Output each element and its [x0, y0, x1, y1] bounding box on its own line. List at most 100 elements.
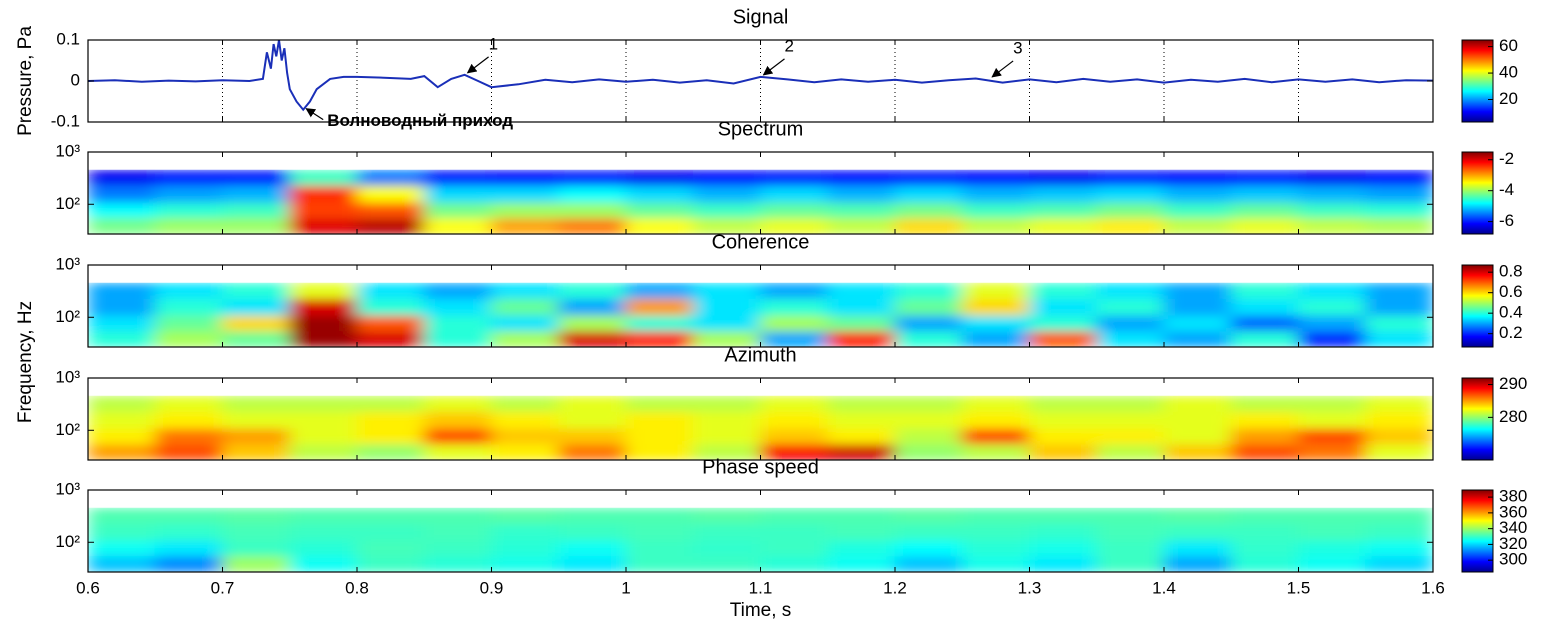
colorbar	[1461, 151, 1494, 235]
heatmap-cell	[491, 330, 560, 347]
heatmap-cell	[827, 555, 896, 572]
heatmap	[88, 282, 1433, 347]
heatmap-cell	[356, 395, 425, 412]
heatmap-cell	[1365, 523, 1433, 541]
heatmap-cell	[558, 282, 627, 299]
heatmap-cell	[1096, 282, 1165, 299]
heatmap-cell	[88, 507, 156, 524]
heatmap-cell	[1096, 428, 1165, 445]
colorbar-tick-label: 60	[1499, 36, 1518, 55]
heatmap-cell	[88, 217, 156, 235]
heatmap-cell	[1365, 217, 1433, 235]
heatmap-cell	[1029, 428, 1098, 445]
heatmap-cell	[1298, 555, 1367, 572]
heatmap-cell	[491, 169, 560, 186]
colorbar-tick-label: 280	[1499, 407, 1527, 426]
colorbar-tick-label: 290	[1499, 374, 1527, 393]
heatmap-cell	[154, 202, 223, 219]
heatmap-cell	[88, 315, 156, 332]
heatmap-cell	[625, 217, 694, 235]
heatmap-cell	[1230, 540, 1299, 557]
heatmap-cell	[356, 411, 425, 429]
colorbar-tick-label: 20	[1499, 89, 1518, 108]
heatmap-cell	[760, 523, 829, 541]
heatmap-cell	[356, 507, 425, 524]
heatmap-cell	[222, 330, 291, 347]
heatmap-cell	[692, 282, 761, 299]
heatmap-cell	[88, 523, 156, 541]
heatmap-cell	[356, 428, 425, 445]
heatmap-cell	[827, 202, 896, 219]
heatmap-cell	[491, 202, 560, 219]
heatmap-cell	[1096, 185, 1165, 203]
heatmap	[88, 507, 1433, 572]
heatmap-cell	[625, 298, 694, 316]
heatmap-cell	[423, 330, 492, 347]
heatmap-cell	[558, 523, 627, 541]
colorbar	[1461, 39, 1494, 123]
heatmap-cell	[491, 523, 560, 541]
heatmap-cell	[1163, 202, 1232, 219]
x-tick-label: 1	[621, 578, 630, 597]
y-tick-label: -0.1	[51, 111, 80, 130]
heatmap-cell	[88, 169, 156, 186]
heatmap-cell	[760, 411, 829, 429]
heatmap-cell	[625, 411, 694, 429]
heatmap-cell	[894, 315, 963, 332]
heatmap-cell	[1365, 202, 1433, 219]
heatmap-cell	[1298, 523, 1367, 541]
heatmap-cell	[88, 202, 156, 219]
heatmap-cell	[625, 315, 694, 332]
heatmap-cell	[423, 523, 492, 541]
heatmap-cell	[356, 185, 425, 203]
plot-frame	[87, 377, 1434, 461]
annotation: 1	[489, 34, 498, 53]
heatmap-cell	[827, 428, 896, 445]
plot-frame	[87, 151, 1434, 235]
annotation: 3	[1013, 38, 1022, 57]
heatmap-cell	[961, 507, 1030, 524]
heatmap-cell	[827, 169, 896, 186]
heatmap-cell	[222, 298, 291, 316]
heatmap-cell	[154, 523, 223, 541]
heatmap-cell	[1029, 395, 1098, 412]
heatmap-cell	[894, 411, 963, 429]
colorbar-tick-label: 0.8	[1499, 262, 1523, 281]
heatmap-cell	[1230, 395, 1299, 412]
heatmap-cell	[827, 523, 896, 541]
x-tick-label: 1.5	[1287, 578, 1311, 597]
heatmap-cell	[1230, 169, 1299, 186]
colorbar	[1461, 264, 1494, 348]
y-tick-label: 10²	[55, 307, 80, 326]
heatmap-cell	[1029, 443, 1098, 460]
heatmap-cell	[692, 411, 761, 429]
heatmap-cell	[760, 298, 829, 316]
heatmap-cell	[154, 443, 223, 460]
y-tick-label: 10³	[55, 479, 80, 498]
heatmap-cell	[625, 282, 694, 299]
heatmap-cell	[222, 217, 291, 235]
heatmap-cell	[1163, 330, 1232, 347]
heatmap-cell	[558, 202, 627, 219]
heatmap-cell	[289, 330, 358, 347]
heatmap-cell	[423, 169, 492, 186]
heatmap-cell	[289, 395, 358, 412]
heatmap-cell	[1230, 523, 1299, 541]
heatmap-cell	[423, 411, 492, 429]
heatmap-cell	[1096, 443, 1165, 460]
heatmap-cell	[1230, 443, 1299, 460]
y-tick-label: 0	[71, 70, 80, 89]
heatmap-cell	[760, 540, 829, 557]
heatmap-cell	[1365, 540, 1433, 557]
heatmap-cell	[558, 315, 627, 332]
heatmap-cell	[1029, 298, 1098, 316]
heatmap-cell	[88, 282, 156, 299]
annotation: 2	[785, 36, 794, 55]
colorbar-tick-label: 340	[1499, 518, 1527, 537]
heatmap-cell	[1096, 540, 1165, 557]
colorbar-tick-label: 380	[1499, 487, 1527, 506]
x-tick-label: 0.8	[345, 578, 369, 597]
heatmap-cell	[1298, 507, 1367, 524]
heatmap-cell	[1029, 282, 1098, 299]
heatmap-cell	[1298, 428, 1367, 445]
